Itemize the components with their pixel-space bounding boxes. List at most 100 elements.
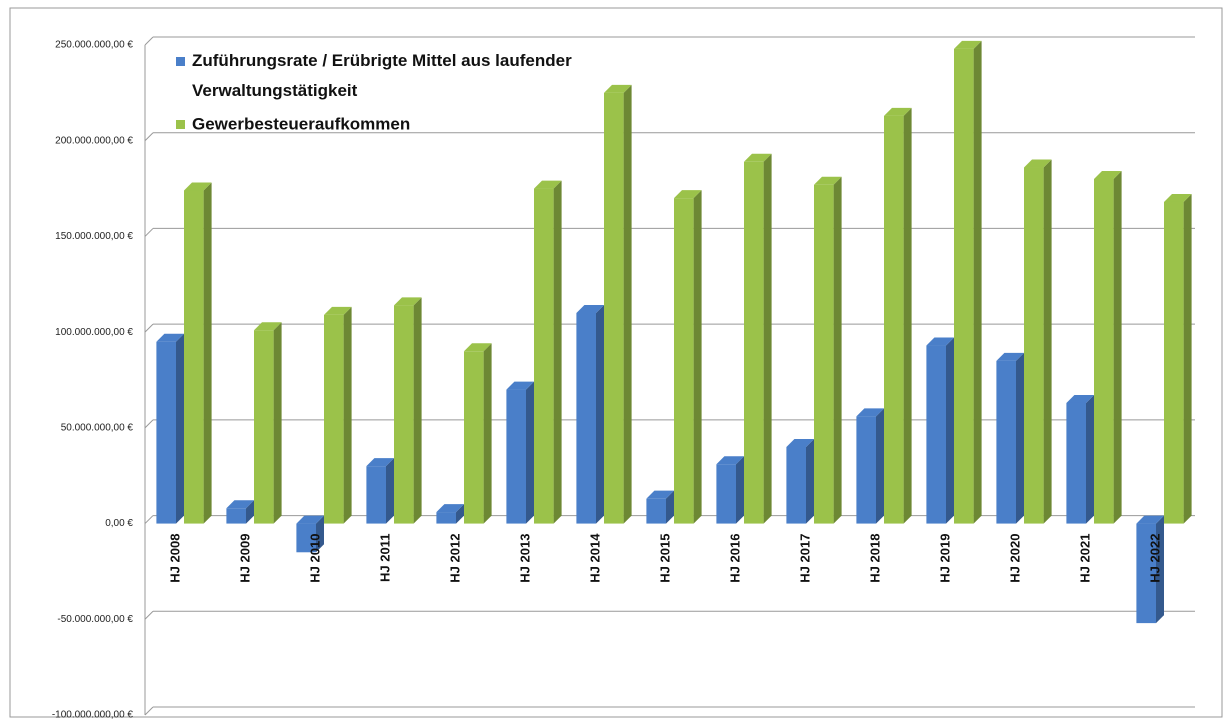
y-tick-label: 0,00 € — [105, 518, 133, 529]
bar-top — [366, 458, 394, 467]
bar-side — [1156, 515, 1164, 624]
bar-side — [736, 456, 744, 524]
bar-top — [184, 182, 212, 191]
x-tick-label: HJ 2019 — [937, 534, 952, 583]
bar-side — [1043, 159, 1052, 524]
x-tick-label: HJ 2012 — [447, 534, 462, 583]
y-tick-label: 100.000.000,00 € — [55, 327, 133, 338]
bar-side — [176, 333, 184, 524]
bar-top — [856, 408, 884, 417]
bar-top — [1164, 193, 1192, 202]
bar-side — [596, 305, 604, 524]
bar-top — [464, 343, 492, 352]
bar-top — [254, 322, 282, 331]
bar-side — [203, 182, 212, 524]
bar-side — [1016, 352, 1024, 524]
bar-side — [693, 190, 702, 524]
bar-side — [526, 381, 534, 524]
bar-side — [763, 153, 772, 524]
x-tick-label: HJ 2020 — [1007, 534, 1022, 583]
bar-top — [576, 305, 604, 313]
bar — [226, 508, 246, 524]
bar-top — [926, 337, 954, 346]
legend-swatch — [176, 120, 185, 129]
bar — [884, 115, 904, 524]
bar — [1024, 167, 1044, 524]
bar-top — [534, 180, 562, 189]
x-tick-label: HJ 2010 — [307, 534, 322, 583]
grid-line-edge — [144, 706, 154, 716]
bar-top — [954, 40, 982, 49]
bar-top — [786, 439, 814, 447]
bar-side — [833, 176, 842, 524]
bar-side — [623, 84, 632, 524]
bar-top — [1136, 515, 1164, 524]
x-tick-label: HJ 2015 — [657, 534, 672, 583]
bar-top — [604, 84, 632, 93]
bar — [926, 345, 946, 524]
bar-side — [666, 490, 674, 524]
bar — [254, 330, 274, 524]
bar-top — [436, 504, 464, 513]
x-tick-label: HJ 2008 — [167, 534, 182, 583]
bar-top — [226, 500, 254, 509]
bar-top — [394, 297, 422, 306]
bar — [366, 466, 386, 524]
bar-top — [744, 153, 772, 162]
x-tick-label: HJ 2009 — [237, 534, 252, 583]
bar — [1066, 402, 1086, 524]
y-tick-label: -50.000.000,00 € — [57, 614, 133, 625]
grid-line-edge — [144, 515, 154, 524]
x-tick-label: HJ 2021 — [1077, 534, 1092, 583]
y-tick-label: -100.000.000,00 € — [52, 710, 134, 721]
bar-top — [296, 515, 324, 524]
bar — [646, 498, 666, 524]
bar — [716, 464, 736, 524]
grid-line-edge — [144, 36, 154, 46]
x-tick-label: HJ 2011 — [377, 534, 392, 582]
bar — [394, 305, 414, 524]
bar-top — [884, 107, 912, 116]
bar-top — [1094, 171, 1122, 179]
bar — [604, 92, 624, 524]
bar-side — [456, 504, 464, 524]
bar-top — [814, 176, 842, 185]
grid-line-edge — [144, 228, 154, 237]
bar — [1164, 201, 1184, 524]
bar-top — [996, 352, 1024, 361]
bar — [954, 48, 974, 524]
bar-side — [1113, 171, 1122, 524]
bar — [996, 360, 1016, 524]
bar-top — [324, 306, 352, 315]
bar-top — [674, 190, 702, 199]
legend-swatch — [176, 57, 185, 66]
bar — [156, 341, 176, 524]
bar-side — [973, 40, 982, 524]
grid-line-edge — [144, 419, 154, 429]
bar-side — [903, 107, 912, 524]
grid-line-edge — [144, 132, 154, 142]
x-tick-label: HJ 2016 — [727, 534, 742, 583]
x-tick-label: HJ 2017 — [797, 534, 812, 583]
legend-label: Gewerbesteueraufkommen — [192, 114, 410, 133]
bar-top — [506, 381, 534, 390]
bar-top — [1024, 159, 1052, 168]
bar-top — [716, 456, 744, 465]
bar — [674, 198, 694, 524]
x-tick-label: HJ 2013 — [517, 534, 532, 583]
y-tick-label: 150.000.000,00 € — [55, 231, 133, 242]
bar-side — [1183, 193, 1192, 524]
x-tick-label: HJ 2022 — [1147, 534, 1162, 583]
bar-top — [156, 333, 184, 342]
bar-side — [413, 297, 422, 524]
x-tick-label: HJ 2014 — [587, 533, 602, 583]
bar — [576, 313, 596, 524]
bar-side — [806, 439, 814, 524]
bar — [436, 512, 456, 524]
bar — [184, 190, 204, 524]
bar-side — [1086, 394, 1094, 524]
bar — [786, 447, 806, 524]
bar-side — [946, 337, 954, 524]
y-tick-label: 200.000.000,00 € — [55, 135, 133, 146]
